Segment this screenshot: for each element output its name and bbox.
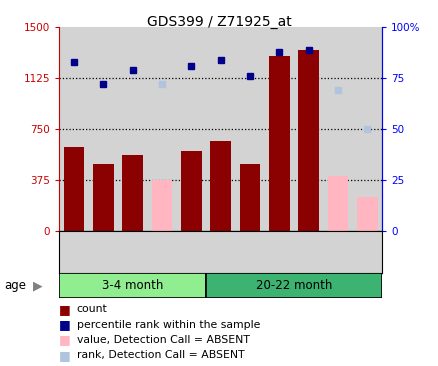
Text: ■: ■ bbox=[59, 333, 71, 347]
Bar bbox=[298, 51, 318, 231]
Text: ■: ■ bbox=[59, 318, 71, 331]
Bar bbox=[122, 156, 142, 231]
Bar bbox=[268, 56, 289, 231]
Bar bbox=[180, 151, 201, 231]
Bar bbox=[356, 197, 377, 231]
Bar bbox=[239, 164, 260, 231]
Bar bbox=[210, 141, 230, 231]
Text: ■: ■ bbox=[59, 349, 71, 362]
Text: rank, Detection Call = ABSENT: rank, Detection Call = ABSENT bbox=[77, 350, 244, 361]
Text: value, Detection Call = ABSENT: value, Detection Call = ABSENT bbox=[77, 335, 249, 345]
Bar bbox=[59, 273, 205, 298]
Text: GDS399 / Z71925_at: GDS399 / Z71925_at bbox=[147, 15, 291, 29]
Bar bbox=[151, 180, 172, 231]
Bar bbox=[64, 147, 84, 231]
Bar bbox=[327, 176, 347, 231]
Bar bbox=[93, 164, 113, 231]
Text: age: age bbox=[4, 279, 26, 292]
Text: 3-4 month: 3-4 month bbox=[102, 279, 163, 292]
Bar bbox=[205, 273, 381, 298]
Text: 20-22 month: 20-22 month bbox=[255, 279, 332, 292]
Text: count: count bbox=[77, 304, 107, 314]
Text: ■: ■ bbox=[59, 303, 71, 316]
Text: percentile rank within the sample: percentile rank within the sample bbox=[77, 320, 260, 330]
Text: ▶: ▶ bbox=[33, 279, 42, 292]
